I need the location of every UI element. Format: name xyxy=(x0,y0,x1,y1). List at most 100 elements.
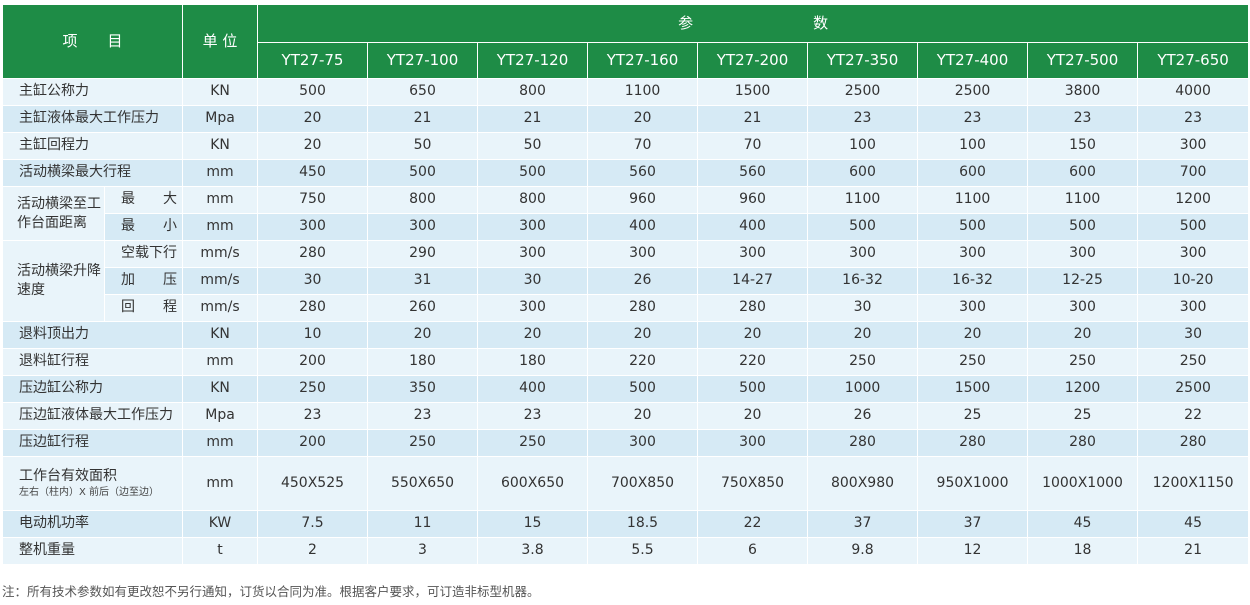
cell: 290 xyxy=(367,240,479,268)
footnote: 注：所有技术参数如有更改恕不另行通知，订货以合同为准。根据客户要求，可订造非标型… xyxy=(2,584,540,599)
cell: 26 xyxy=(587,267,699,295)
cell: 45 xyxy=(1027,510,1139,538)
cell: 21 xyxy=(367,105,479,133)
cell: 2500 xyxy=(807,78,919,106)
cell: 280 xyxy=(807,429,919,457)
cell: 960 xyxy=(587,186,699,214)
row-label: 退料顶出力 xyxy=(1,321,184,349)
cell: 1000 xyxy=(807,375,919,403)
cell: 700 xyxy=(1137,159,1250,187)
cell: 300 xyxy=(917,240,1029,268)
spec-table-wrapper: 项 目 单 位 参 数 YT27-75 YT27-100 YT27-120 YT… xyxy=(1,4,1250,565)
cell: 150 xyxy=(1027,132,1139,160)
cell: 20 xyxy=(587,321,699,349)
cell: 2500 xyxy=(917,78,1029,106)
cell: 250 xyxy=(917,348,1029,376)
cell: 300 xyxy=(367,213,479,241)
cell: 21 xyxy=(1137,537,1250,565)
cell: 260 xyxy=(367,294,479,322)
cell: 26 xyxy=(807,402,919,430)
cell: 18.5 xyxy=(587,510,699,538)
cell: 280 xyxy=(917,429,1029,457)
cell: 400 xyxy=(587,213,699,241)
cell: 22 xyxy=(697,510,809,538)
cell: 21 xyxy=(477,105,589,133)
cell: 800 xyxy=(367,186,479,214)
cell: 30 xyxy=(1137,321,1250,349)
row-unit: mm/s xyxy=(182,240,259,268)
cell: 2500 xyxy=(1137,375,1250,403)
cell: 4000 xyxy=(1137,78,1250,106)
cell: 31 xyxy=(367,267,479,295)
cell: 500 xyxy=(367,159,479,187)
row-unit: mm xyxy=(182,456,259,511)
cell: 250 xyxy=(367,429,479,457)
table-body: 主缸公称力 KN 500 650 800 1100 1500 2500 2500… xyxy=(1,78,1250,565)
group-label-distance: 活动横梁至工作台面距离 xyxy=(2,186,105,241)
row-unit: KN xyxy=(182,132,259,160)
sub-label: 回 程 xyxy=(103,294,184,322)
row-unit: KN xyxy=(182,375,259,403)
cell: 1100 xyxy=(807,186,919,214)
cell: 11 xyxy=(367,510,479,538)
cell: 300 xyxy=(587,240,699,268)
cell: 300 xyxy=(477,240,589,268)
cell: 6 xyxy=(697,537,809,565)
cell: 1200X1150 xyxy=(1137,456,1250,511)
cell: 23 xyxy=(367,402,479,430)
cell: 23 xyxy=(807,105,919,133)
cell: 1500 xyxy=(917,375,1029,403)
group-label-speed: 活动横梁升降速度 xyxy=(2,240,105,322)
row-unit: mm xyxy=(182,213,259,241)
cell: 20 xyxy=(917,321,1029,349)
cell: 20 xyxy=(697,402,809,430)
cell: 300 xyxy=(587,429,699,457)
cell: 280 xyxy=(1137,429,1250,457)
cell: 45 xyxy=(1137,510,1250,538)
table-row: 加 压 mm/s 30 31 30 26 14-27 16-32 16-32 1… xyxy=(3,267,1250,295)
cell: 700X850 xyxy=(587,456,699,511)
table-row: 电动机功率 KW 7.5 11 15 18.5 22 37 37 45 45 xyxy=(1,510,1250,538)
cell: 300 xyxy=(477,294,589,322)
cell: 7.5 xyxy=(257,510,369,538)
cell: 1000X1000 xyxy=(1027,456,1139,511)
table-row: 最 小 mm 300 300 300 400 400 500 500 500 5… xyxy=(3,213,1250,241)
cell: 250 xyxy=(1027,348,1139,376)
cell: 280 xyxy=(697,294,809,322)
row-unit: mm xyxy=(182,429,259,457)
cell: 180 xyxy=(367,348,479,376)
table-header: 项 目 单 位 参 数 YT27-75 YT27-100 YT27-120 YT… xyxy=(1,4,1250,79)
row-unit: Mpa xyxy=(182,402,259,430)
cell: 70 xyxy=(587,132,699,160)
row-unit: mm xyxy=(182,186,259,214)
cell: 560 xyxy=(587,159,699,187)
header-model: YT27-200 xyxy=(697,42,809,79)
cell: 950X1000 xyxy=(917,456,1029,511)
cell: 1100 xyxy=(917,186,1029,214)
cell: 9.8 xyxy=(807,537,919,565)
cell: 550X650 xyxy=(367,456,479,511)
cell: 500 xyxy=(697,375,809,403)
table-row: 活动横梁升降速度 空载下行 mm/s 280 290 300 300 300 3… xyxy=(2,240,1250,322)
cell: 800 xyxy=(477,78,589,106)
cell: 500 xyxy=(257,78,369,106)
cell: 500 xyxy=(1137,213,1250,241)
cell: 1100 xyxy=(587,78,699,106)
cell: 300 xyxy=(917,294,1029,322)
cell: 300 xyxy=(697,240,809,268)
cell: 2 xyxy=(257,537,369,565)
cell: 100 xyxy=(807,132,919,160)
cell: 37 xyxy=(807,510,919,538)
header-item: 项 目 xyxy=(1,4,184,79)
table-row: 压边缸行程 mm 200 250 250 300 300 280 280 280… xyxy=(1,429,1250,457)
table-row: 压边缸公称力 KN 250 350 400 500 500 1000 1500 … xyxy=(1,375,1250,403)
cell: 70 xyxy=(697,132,809,160)
cell: 750 xyxy=(257,186,369,214)
cell: 250 xyxy=(807,348,919,376)
row-label: 整机重量 xyxy=(1,537,184,565)
header-params: 参 数 xyxy=(257,4,1250,43)
table-row: 主缸液体最大工作压力 Mpa 20 21 21 20 21 23 23 23 2… xyxy=(1,105,1250,133)
cell: 16-32 xyxy=(807,267,919,295)
cell: 600 xyxy=(807,159,919,187)
header-model: YT27-350 xyxy=(807,42,919,79)
